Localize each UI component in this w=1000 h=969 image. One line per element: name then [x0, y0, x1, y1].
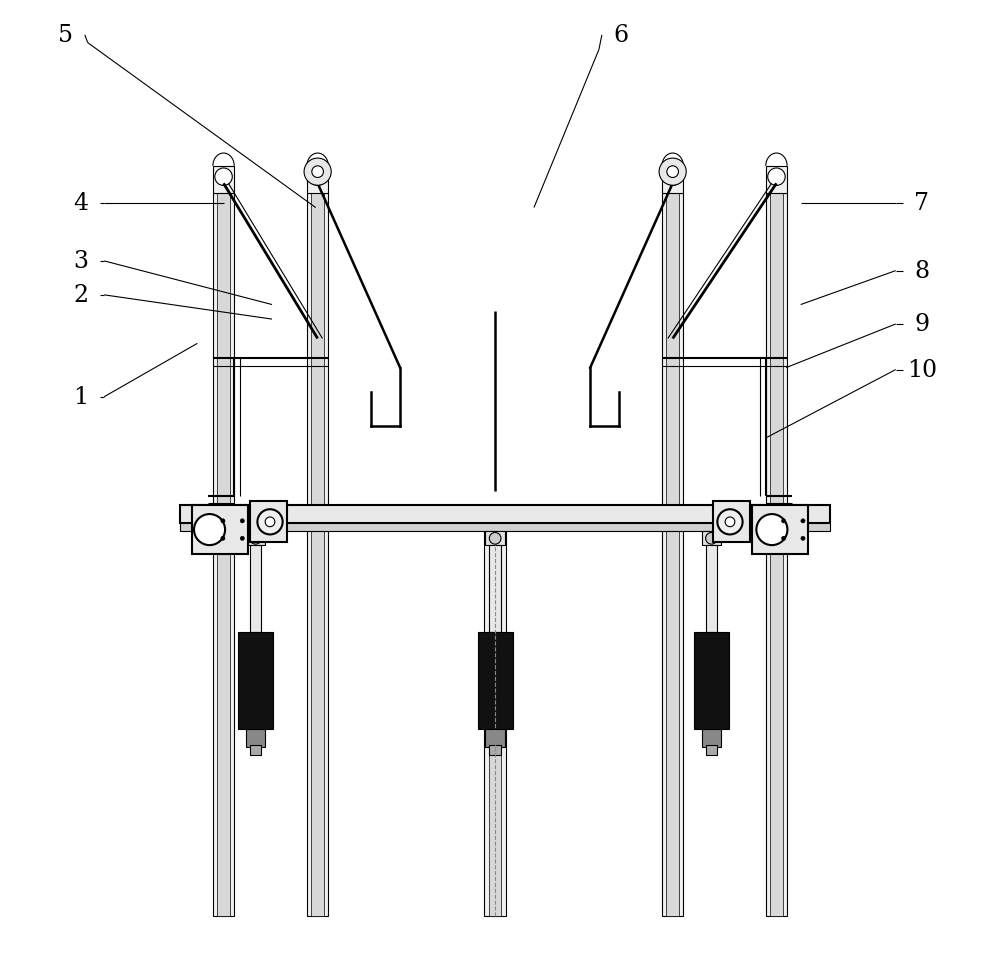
Circle shape	[781, 519, 786, 523]
Bar	[485, 531, 505, 546]
Bar	[702, 730, 721, 747]
Bar	[307, 523, 328, 916]
Bar	[485, 730, 505, 747]
Text: 10: 10	[907, 359, 937, 382]
Circle shape	[309, 169, 326, 186]
Circle shape	[659, 159, 686, 186]
Bar	[752, 506, 808, 554]
Bar	[713, 502, 750, 543]
Bar	[666, 523, 679, 916]
Bar	[311, 194, 324, 506]
Bar	[192, 506, 248, 554]
Bar	[246, 531, 265, 546]
Bar	[250, 502, 287, 543]
Bar	[662, 194, 683, 506]
Text: 5: 5	[58, 24, 73, 47]
Circle shape	[801, 537, 805, 541]
Circle shape	[706, 533, 717, 545]
Bar	[666, 194, 679, 506]
Bar	[706, 546, 717, 633]
Bar	[766, 194, 787, 506]
Bar	[307, 167, 328, 194]
Bar	[489, 523, 501, 916]
Text: 2: 2	[73, 284, 89, 307]
Bar	[213, 194, 234, 506]
Circle shape	[717, 510, 743, 535]
Circle shape	[240, 519, 244, 523]
Circle shape	[725, 517, 735, 527]
Circle shape	[489, 533, 501, 545]
Text: 3: 3	[73, 250, 88, 273]
Bar	[489, 546, 501, 633]
Bar	[311, 523, 324, 916]
Bar	[217, 194, 230, 506]
Circle shape	[312, 167, 323, 178]
Bar	[478, 633, 513, 730]
Bar	[484, 523, 506, 916]
Bar	[238, 633, 273, 730]
Text: 4: 4	[73, 192, 89, 215]
Text: 8: 8	[914, 260, 930, 283]
Bar	[766, 167, 787, 194]
Bar	[213, 523, 234, 916]
Bar	[766, 523, 787, 916]
Bar	[180, 523, 830, 531]
Bar	[307, 194, 328, 506]
Circle shape	[304, 159, 331, 186]
Text: 6: 6	[614, 24, 629, 47]
Circle shape	[664, 169, 681, 186]
Circle shape	[194, 515, 225, 546]
Circle shape	[667, 167, 678, 178]
Circle shape	[215, 169, 232, 186]
Circle shape	[768, 169, 785, 186]
Bar	[662, 167, 683, 194]
Bar	[702, 531, 721, 546]
Bar	[217, 523, 230, 916]
Circle shape	[265, 517, 275, 527]
Bar	[250, 546, 261, 633]
Bar	[770, 194, 783, 506]
Bar	[706, 745, 717, 755]
Bar	[213, 167, 234, 194]
Bar	[662, 523, 683, 916]
Bar	[180, 506, 830, 523]
Circle shape	[756, 515, 787, 546]
Circle shape	[221, 519, 225, 523]
Bar	[489, 745, 501, 755]
Bar	[246, 730, 265, 747]
Circle shape	[257, 510, 283, 535]
Circle shape	[221, 537, 225, 541]
Circle shape	[781, 537, 786, 541]
Circle shape	[240, 537, 244, 541]
Text: 1: 1	[73, 386, 89, 409]
Circle shape	[801, 519, 805, 523]
Text: 9: 9	[914, 313, 930, 336]
Bar	[250, 745, 261, 755]
Text: 7: 7	[914, 192, 929, 215]
Bar	[770, 523, 783, 916]
Circle shape	[250, 533, 261, 545]
Bar	[694, 633, 729, 730]
